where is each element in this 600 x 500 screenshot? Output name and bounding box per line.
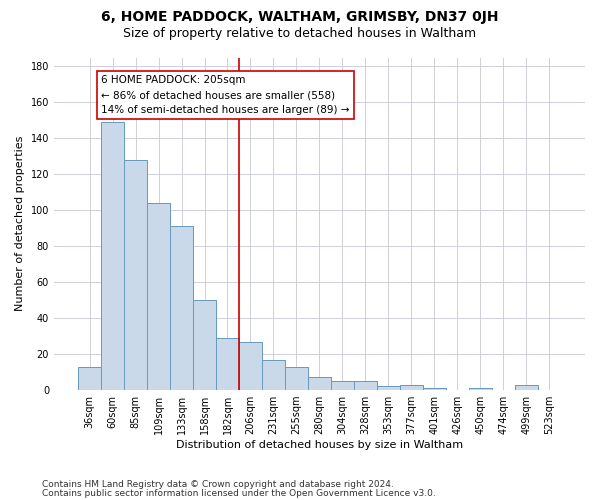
Bar [239, 342, 262, 390]
Bar [377, 386, 400, 390]
X-axis label: Distribution of detached houses by size in Waltham: Distribution of detached houses by size … [176, 440, 463, 450]
Bar [124, 160, 147, 390]
Bar [262, 360, 285, 390]
Text: 6 HOME PADDOCK: 205sqm
← 86% of detached houses are smaller (558)
14% of semi-de: 6 HOME PADDOCK: 205sqm ← 86% of detached… [101, 76, 350, 115]
Bar [423, 388, 446, 390]
Y-axis label: Number of detached properties: Number of detached properties [15, 136, 25, 312]
Bar [78, 366, 101, 390]
Bar [285, 366, 308, 390]
Bar [515, 384, 538, 390]
Bar [308, 378, 331, 390]
Bar [469, 388, 492, 390]
Bar [216, 338, 239, 390]
Bar [170, 226, 193, 390]
Bar [331, 381, 354, 390]
Text: Contains public sector information licensed under the Open Government Licence v3: Contains public sector information licen… [42, 490, 436, 498]
Bar [101, 122, 124, 390]
Text: Contains HM Land Registry data © Crown copyright and database right 2024.: Contains HM Land Registry data © Crown c… [42, 480, 394, 489]
Bar [147, 203, 170, 390]
Text: 6, HOME PADDOCK, WALTHAM, GRIMSBY, DN37 0JH: 6, HOME PADDOCK, WALTHAM, GRIMSBY, DN37 … [101, 10, 499, 24]
Bar [354, 381, 377, 390]
Bar [193, 300, 216, 390]
Bar [400, 384, 423, 390]
Text: Size of property relative to detached houses in Waltham: Size of property relative to detached ho… [124, 28, 476, 40]
